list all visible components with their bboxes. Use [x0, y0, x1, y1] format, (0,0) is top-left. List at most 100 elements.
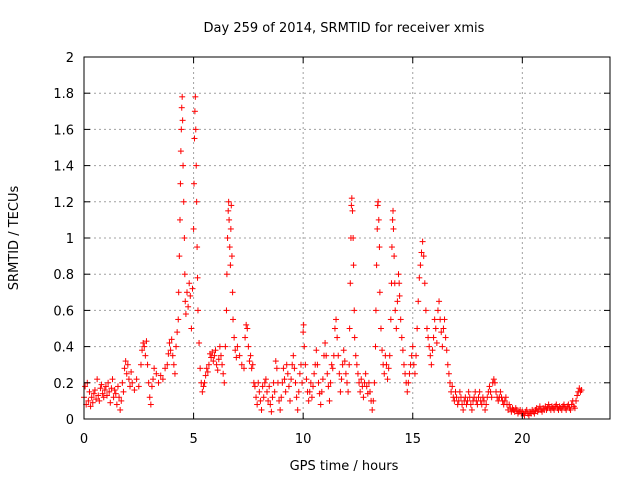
data-point: [351, 334, 358, 341]
data-point: [86, 388, 93, 395]
data-point: [376, 289, 383, 296]
x-tick-label: 20: [514, 432, 531, 447]
data-point: [123, 370, 130, 377]
data-point: [224, 235, 231, 241]
data-point: [243, 321, 250, 328]
data-point: [108, 385, 115, 392]
data-point: [168, 336, 175, 343]
data-point: [411, 370, 418, 377]
data-point: [295, 388, 302, 395]
data-point: [146, 394, 153, 401]
data-point: [323, 352, 330, 359]
y-tick-label: 0: [66, 413, 74, 428]
data-point: [208, 354, 215, 361]
data-point: [99, 390, 106, 397]
data-point: [351, 307, 358, 314]
data-point: [464, 397, 471, 404]
data-point: [501, 397, 508, 404]
data-point: [423, 325, 430, 332]
data-point: [431, 316, 438, 323]
data-point: [307, 379, 314, 386]
grid: [84, 57, 610, 419]
data-point: [271, 388, 278, 395]
data-point: [202, 372, 209, 379]
data-point: [225, 207, 232, 214]
data-point: [157, 372, 164, 379]
data-point: [370, 397, 377, 404]
data-point: [578, 387, 585, 394]
data-point: [184, 289, 191, 296]
x-tick-label: 0: [80, 432, 88, 447]
data-point: [376, 244, 383, 251]
data-point: [118, 397, 125, 404]
data-point: [259, 383, 266, 390]
data-point: [399, 347, 406, 354]
data-point: [249, 361, 256, 368]
data-point: [209, 349, 216, 356]
data-point: [414, 325, 421, 332]
data-point: [375, 216, 382, 223]
data-point: [100, 394, 107, 401]
data-point: [279, 379, 286, 386]
data-point: [162, 365, 169, 372]
data-point: [383, 361, 390, 368]
data-point: [175, 289, 182, 296]
data-point: [456, 388, 463, 395]
data-point: [211, 352, 218, 359]
data-point: [396, 292, 403, 299]
data-point: [194, 307, 201, 314]
data-point: [375, 198, 382, 205]
data-point: [182, 298, 189, 305]
data-point: [439, 343, 446, 350]
data-point: [415, 298, 422, 305]
data-point: [200, 383, 207, 390]
data-point: [384, 376, 391, 383]
data-point: [222, 343, 229, 350]
data-point: [190, 225, 197, 232]
data-point: [406, 370, 413, 377]
data-point: [349, 207, 356, 214]
data-point: [223, 271, 230, 278]
data-point: [445, 370, 452, 377]
data-point: [142, 352, 149, 359]
data-point: [265, 397, 272, 404]
data-point: [571, 405, 578, 412]
data-point: [260, 394, 267, 401]
data-point: [187, 292, 194, 299]
data-point: [181, 271, 188, 278]
data-point: [333, 316, 340, 323]
data-point: [101, 387, 108, 394]
data-point: [394, 298, 401, 305]
data-point: [372, 307, 379, 314]
data-point: [283, 361, 290, 368]
data-point: [342, 370, 349, 377]
data-point: [227, 262, 234, 269]
data-point: [338, 376, 345, 383]
data-point: [354, 370, 361, 377]
data-point: [303, 376, 310, 383]
data-point: [105, 379, 112, 386]
data-point: [356, 379, 363, 386]
data-point: [262, 376, 269, 383]
data-point: [178, 126, 185, 133]
data-point: [331, 325, 338, 332]
data-point: [107, 399, 114, 406]
data-point: [348, 195, 355, 202]
data-point: [261, 379, 268, 386]
data-point: [497, 388, 504, 395]
data-point: [308, 394, 315, 401]
data-point: [285, 383, 292, 390]
data-point: [229, 289, 236, 296]
data-point: [353, 361, 360, 368]
data-point: [191, 180, 198, 187]
data-point: [144, 361, 151, 368]
x-tick-label: 15: [404, 432, 421, 447]
data-point: [367, 388, 374, 395]
data-point: [104, 392, 111, 399]
data-point: [145, 379, 152, 386]
data-point: [335, 352, 342, 359]
data-point: [294, 406, 301, 413]
data-point: [421, 280, 428, 287]
data-point: [413, 352, 420, 359]
data-point: [299, 379, 306, 386]
